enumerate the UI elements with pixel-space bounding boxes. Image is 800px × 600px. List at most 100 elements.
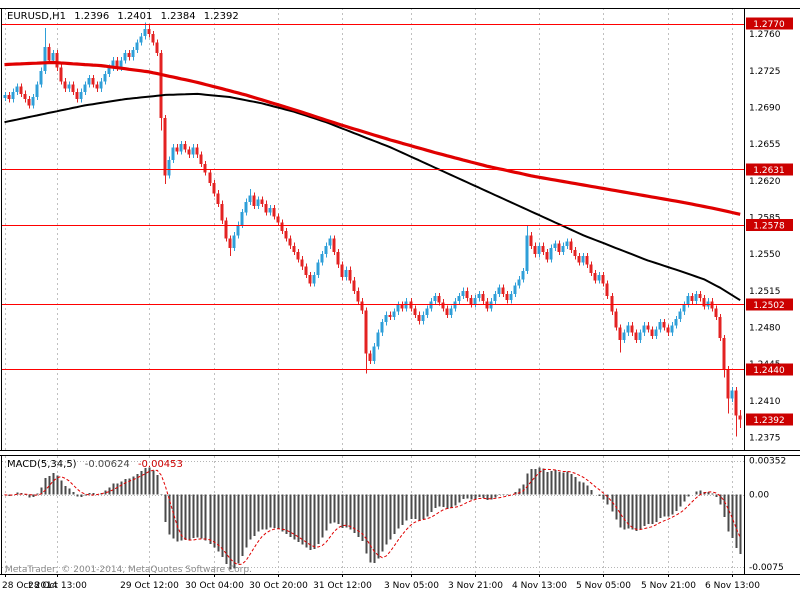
candle-body — [493, 293, 497, 302]
candle-body — [224, 220, 228, 239]
candle-body — [698, 293, 702, 299]
candle-body — [525, 235, 529, 271]
candle-body — [626, 325, 630, 333]
candle-body — [55, 53, 59, 68]
candle-body — [119, 60, 123, 68]
candle-body — [413, 308, 417, 315]
candle-body — [714, 308, 718, 317]
candle-body — [348, 269, 352, 281]
candle-body — [228, 238, 232, 248]
candle-body — [445, 308, 449, 315]
candle-body — [236, 224, 240, 236]
open-value: 1.2396 — [74, 11, 110, 22]
candle-body — [513, 285, 517, 294]
candle-body — [268, 208, 272, 213]
candle-body — [706, 301, 710, 307]
candle-body — [581, 256, 585, 263]
candle-body — [220, 203, 224, 221]
candle-body — [147, 28, 151, 35]
time-axis-label: 5 Nov 21:00 — [641, 581, 696, 591]
candle-body — [646, 325, 650, 330]
candle-body — [722, 337, 726, 370]
candle-body — [694, 293, 698, 302]
candle-body — [352, 280, 356, 291]
candle-body — [167, 159, 171, 176]
candle-body — [465, 290, 469, 299]
candle-body — [3, 94, 7, 98]
candle-body — [674, 319, 678, 326]
price-axis-label: 1.2760 — [749, 30, 781, 40]
candle-body — [417, 314, 421, 322]
price-level-label: 1.2770 — [753, 20, 785, 30]
candle-body — [601, 275, 605, 284]
candle-body — [47, 46, 51, 61]
candle-body — [372, 346, 376, 361]
price-level-label-box — [746, 298, 793, 311]
macd-signal-line — [4, 468, 741, 566]
candle-body — [441, 302, 445, 309]
candle-body — [175, 147, 179, 152]
time-axis-label: 4 Nov 13:00 — [512, 581, 567, 591]
chart-ohlc-title: EURUSD,H1 1.2396 1.2401 1.2384 1.2392 — [7, 11, 244, 22]
candle-body — [232, 235, 236, 248]
candle-body — [31, 97, 35, 106]
candle-body — [296, 252, 300, 260]
candle-body — [87, 78, 91, 85]
candle-body — [139, 36, 143, 43]
candle-body — [256, 199, 260, 206]
candle-body — [650, 329, 654, 336]
candle-body — [316, 262, 320, 276]
candle-body — [328, 238, 332, 246]
candle-body — [248, 195, 252, 202]
candle-body — [610, 296, 614, 312]
candle-body — [308, 275, 312, 284]
candle-body — [244, 201, 248, 213]
candle-body — [360, 301, 364, 311]
candle-body — [614, 311, 618, 328]
candle-body — [91, 78, 95, 85]
price-axis-label: 1.2690 — [749, 104, 781, 114]
candle-body — [284, 231, 288, 239]
candle-body — [396, 304, 400, 312]
candle-body — [320, 254, 324, 263]
candle-body — [577, 256, 581, 263]
candle-body — [344, 269, 348, 278]
time-axis-label: 3 Nov 05:00 — [384, 581, 439, 591]
candle-body — [449, 308, 453, 315]
candle-body — [469, 298, 473, 305]
candle-body — [324, 245, 328, 255]
candle-body — [240, 212, 244, 225]
candle-body — [79, 91, 83, 100]
price-level-label-box — [746, 218, 793, 231]
price-axis-label: 1.2655 — [749, 140, 781, 150]
price-axis-label: 1.2620 — [749, 177, 781, 187]
candle-body — [123, 53, 127, 61]
price-axis-label: 1.2515 — [749, 287, 781, 297]
time-axis-label: 30 Oct 20:00 — [249, 581, 308, 591]
price-level-label: 1.2440 — [753, 366, 785, 376]
candle-body — [304, 266, 308, 276]
price-axis-label: 1.2585 — [749, 214, 781, 224]
candle-body — [103, 74, 107, 82]
candle-body — [388, 314, 392, 317]
candle-body — [368, 353, 372, 361]
time-axis-label: 29 Oct 12:00 — [120, 581, 179, 591]
candle-body — [690, 296, 694, 302]
time-axis-label: 28 Oct 2014 — [2, 581, 58, 591]
time-axis-label: 31 Oct 12:00 — [313, 581, 372, 591]
candle-body — [300, 259, 304, 267]
candle-body — [433, 296, 437, 302]
low-value: 1.2384 — [160, 11, 196, 22]
candle-body — [682, 304, 686, 312]
candle-body — [557, 243, 561, 253]
candle-body — [501, 287, 505, 294]
candle-body — [288, 238, 292, 246]
candle-body — [376, 332, 380, 347]
candle-body — [187, 149, 191, 155]
candle-body — [730, 390, 734, 399]
candle-body — [533, 245, 537, 255]
price-axis-label: 1.2375 — [749, 433, 781, 443]
candle-body — [39, 70, 43, 85]
